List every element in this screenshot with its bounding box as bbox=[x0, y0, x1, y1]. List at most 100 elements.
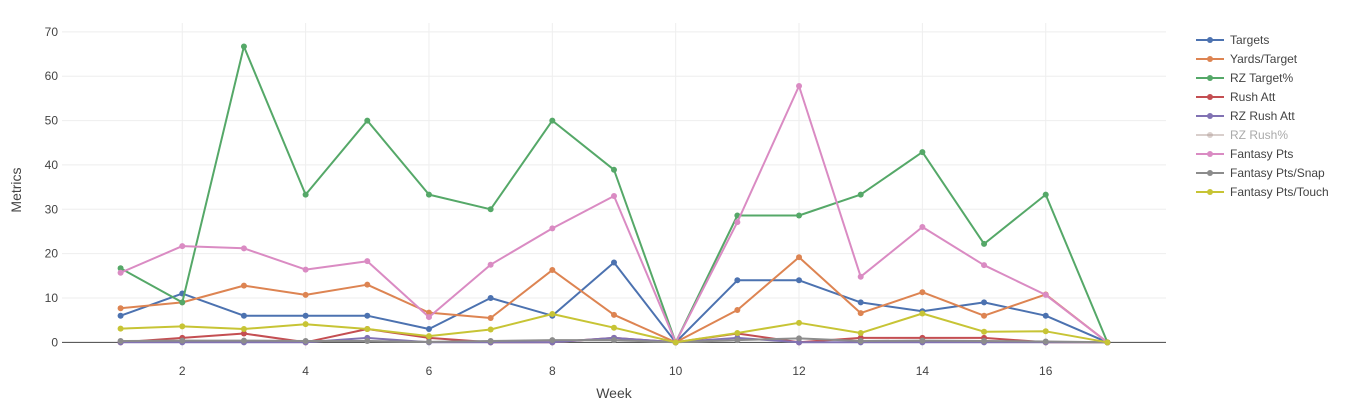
data-point[interactable] bbox=[796, 254, 803, 261]
data-point[interactable] bbox=[425, 191, 432, 198]
legend-item-fantasy-pts[interactable]: Fantasy Pts bbox=[1196, 147, 1293, 161]
data-point[interactable] bbox=[487, 261, 494, 268]
data-point[interactable] bbox=[425, 333, 432, 340]
legend-item-rz-rush-att[interactable]: RZ Rush Att bbox=[1196, 109, 1295, 123]
data-point[interactable] bbox=[919, 224, 926, 231]
data-point[interactable] bbox=[1104, 339, 1111, 346]
legend-label: Fantasy Pts/Snap bbox=[1230, 166, 1325, 180]
data-point[interactable] bbox=[487, 314, 494, 321]
data-point[interactable] bbox=[240, 245, 247, 252]
data-point[interactable] bbox=[734, 330, 741, 337]
data-point[interactable] bbox=[302, 191, 309, 198]
data-point[interactable] bbox=[425, 326, 432, 333]
data-point[interactable] bbox=[672, 339, 679, 346]
data-point[interactable] bbox=[302, 266, 309, 273]
data-point[interactable] bbox=[796, 319, 803, 326]
data-point[interactable] bbox=[981, 312, 988, 319]
data-point[interactable] bbox=[240, 326, 247, 333]
data-point[interactable] bbox=[611, 311, 617, 318]
legend-item-rz-target-[interactable]: RZ Target% bbox=[1196, 71, 1293, 85]
data-point[interactable] bbox=[857, 191, 864, 198]
data-point[interactable] bbox=[981, 299, 988, 306]
data-point[interactable] bbox=[240, 312, 247, 319]
data-point[interactable] bbox=[364, 338, 371, 345]
legend-item-fantasy-pts-snap[interactable]: Fantasy Pts/Snap bbox=[1196, 166, 1325, 180]
data-point[interactable] bbox=[117, 265, 124, 272]
data-point[interactable] bbox=[487, 326, 494, 333]
data-point[interactable] bbox=[981, 338, 988, 345]
data-point[interactable] bbox=[117, 312, 124, 319]
data-point[interactable] bbox=[981, 328, 988, 335]
data-point[interactable] bbox=[857, 273, 864, 280]
legend-item-targets[interactable]: Targets bbox=[1196, 33, 1269, 47]
data-point[interactable] bbox=[425, 338, 432, 345]
data-point[interactable] bbox=[487, 206, 494, 213]
data-point[interactable] bbox=[302, 312, 309, 319]
data-point[interactable] bbox=[549, 117, 556, 124]
data-point[interactable] bbox=[1042, 328, 1049, 335]
data-point[interactable] bbox=[611, 166, 617, 173]
data-point[interactable] bbox=[179, 337, 186, 344]
data-point[interactable] bbox=[611, 259, 617, 266]
legend-item-yards-target[interactable]: Yards/Target bbox=[1196, 52, 1298, 66]
data-point[interactable] bbox=[240, 337, 247, 344]
data-point[interactable] bbox=[425, 314, 432, 321]
data-point[interactable] bbox=[302, 321, 309, 328]
data-point[interactable] bbox=[796, 335, 803, 342]
data-point[interactable] bbox=[1042, 312, 1049, 319]
legend-label: RZ Target% bbox=[1230, 71, 1293, 85]
data-point[interactable] bbox=[179, 323, 186, 330]
data-point[interactable] bbox=[549, 337, 556, 344]
data-point[interactable] bbox=[857, 310, 864, 317]
data-point[interactable] bbox=[857, 330, 864, 337]
data-point[interactable] bbox=[487, 338, 494, 345]
data-point[interactable] bbox=[919, 149, 926, 156]
data-point[interactable] bbox=[240, 43, 247, 50]
data-point[interactable] bbox=[549, 267, 556, 274]
data-point[interactable] bbox=[1042, 291, 1049, 298]
legend-item-rush-att[interactable]: Rush Att bbox=[1196, 90, 1276, 104]
data-point[interactable] bbox=[981, 240, 988, 247]
data-point[interactable] bbox=[425, 309, 432, 316]
data-point[interactable] bbox=[734, 337, 741, 344]
data-point[interactable] bbox=[487, 294, 494, 301]
data-point[interactable] bbox=[179, 243, 186, 250]
data-point[interactable] bbox=[364, 281, 371, 288]
data-point[interactable] bbox=[179, 299, 186, 306]
data-point[interactable] bbox=[1042, 338, 1049, 345]
data-point[interactable] bbox=[1042, 191, 1049, 198]
data-point[interactable] bbox=[857, 338, 864, 345]
legend-item-rz-rush-[interactable]: RZ Rush% bbox=[1196, 128, 1288, 142]
data-point[interactable] bbox=[734, 219, 741, 226]
data-point[interactable] bbox=[117, 325, 124, 332]
data-point[interactable] bbox=[919, 310, 926, 317]
data-point[interactable] bbox=[117, 305, 124, 312]
data-point[interactable] bbox=[549, 225, 556, 232]
data-point[interactable] bbox=[796, 82, 803, 89]
data-point[interactable] bbox=[549, 310, 556, 317]
data-point[interactable] bbox=[611, 192, 617, 199]
data-point[interactable] bbox=[857, 299, 864, 306]
data-point[interactable] bbox=[796, 277, 803, 284]
data-point[interactable] bbox=[364, 312, 371, 319]
data-point[interactable] bbox=[364, 326, 371, 333]
data-point[interactable] bbox=[919, 337, 926, 344]
data-point[interactable] bbox=[240, 282, 247, 289]
data-point[interactable] bbox=[919, 289, 926, 296]
data-point[interactable] bbox=[302, 291, 309, 298]
data-point[interactable] bbox=[240, 330, 247, 337]
data-point[interactable] bbox=[611, 337, 617, 344]
data-point[interactable] bbox=[117, 338, 124, 345]
legend-item-fantasy-pts-touch[interactable]: Fantasy Pts/Touch bbox=[1196, 185, 1329, 199]
data-point[interactable] bbox=[364, 258, 371, 265]
data-point[interactable] bbox=[611, 324, 617, 331]
data-point[interactable] bbox=[302, 338, 309, 345]
data-point[interactable] bbox=[796, 212, 803, 219]
data-point[interactable] bbox=[734, 306, 741, 313]
data-point[interactable] bbox=[981, 262, 988, 269]
series-fantasy-pts bbox=[117, 82, 1111, 346]
data-point[interactable] bbox=[734, 277, 741, 284]
data-point[interactable] bbox=[117, 269, 124, 276]
data-point[interactable] bbox=[364, 117, 371, 124]
